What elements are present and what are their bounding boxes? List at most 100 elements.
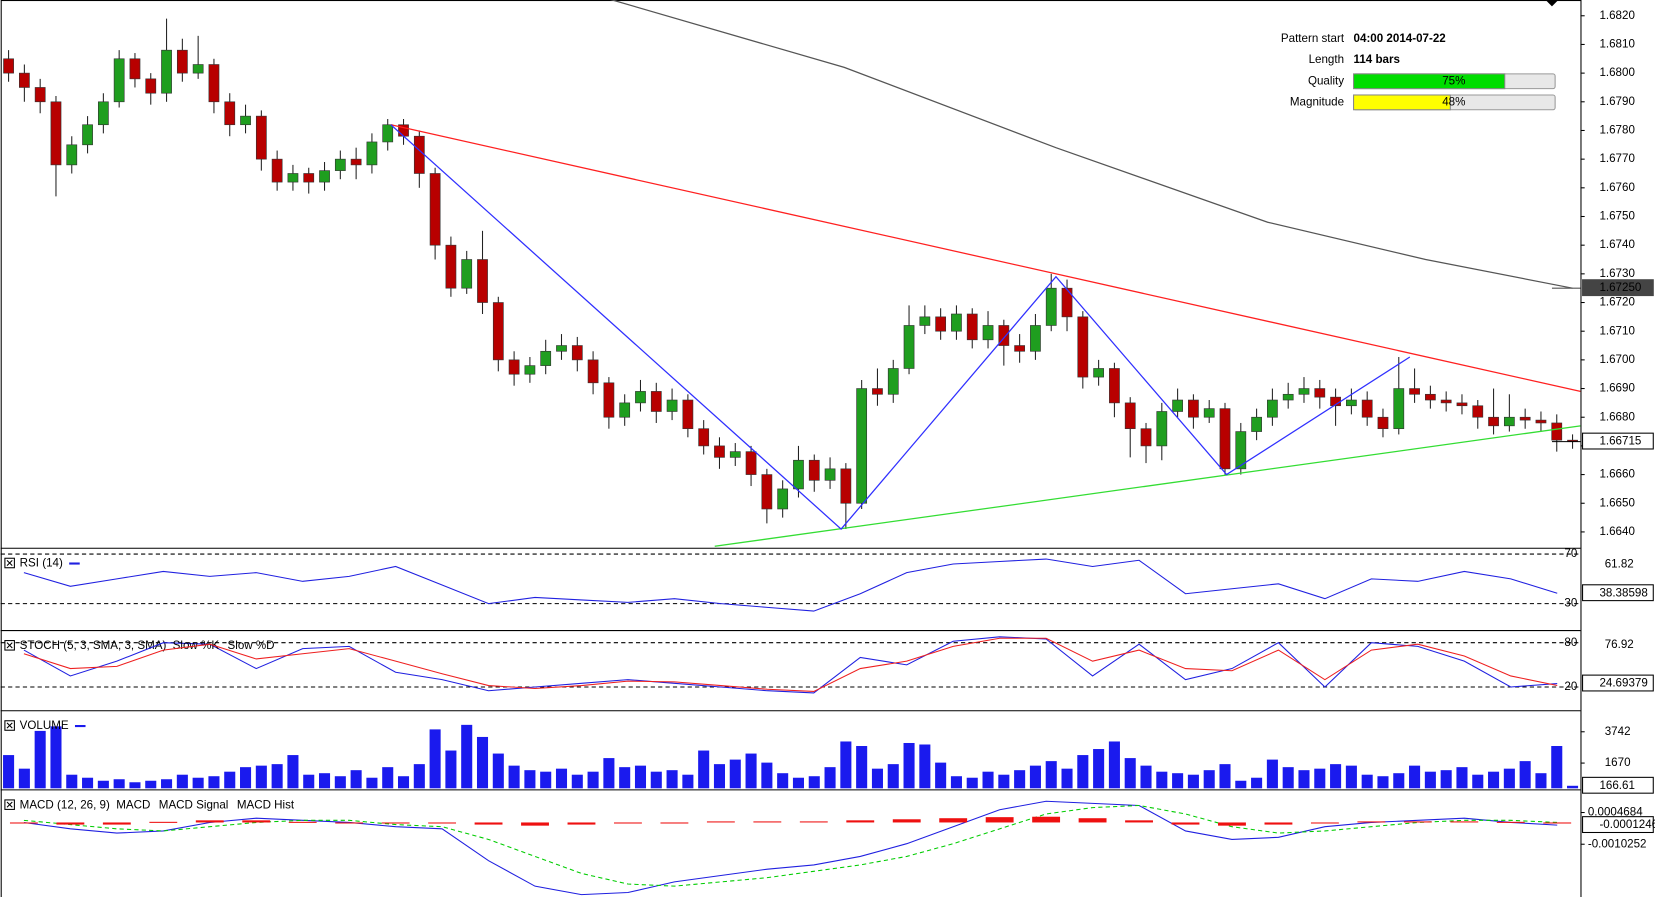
legend-entry: MACD Signal (159, 798, 229, 811)
y-tick-label: 61.82 (1605, 557, 1634, 570)
volume-bar (998, 774, 1010, 789)
volume-bar (1456, 767, 1468, 789)
candle-body (19, 72, 30, 88)
volume-bar (887, 764, 899, 789)
volume-bar (903, 742, 915, 789)
candle-body (587, 359, 599, 384)
value-box (1582, 584, 1654, 602)
value-box (1582, 432, 1654, 450)
volume-bar (1503, 768, 1515, 789)
volume-bar (1045, 761, 1057, 789)
volume-bar (350, 770, 362, 789)
candle-body (1472, 405, 1484, 418)
y-tick-label: 70 (1564, 547, 1577, 560)
y-tick-label: 1.6810 (1599, 38, 1634, 51)
y-tick-label: 1.6720 (1599, 296, 1634, 309)
hist-bar (892, 819, 921, 823)
hist-bar (1543, 822, 1572, 824)
hist-bar (985, 817, 1014, 823)
candle-body (1377, 416, 1389, 430)
volume-bar (540, 771, 552, 789)
candle-body (919, 316, 931, 326)
menu-arrow[interactable] (1545, 0, 1559, 7)
pattern-line (390, 124, 1581, 393)
legend-entry: MACD (116, 798, 150, 811)
volume-bar (1567, 785, 1579, 789)
macd-line (23, 800, 1558, 896)
y-tick-label: 1.6760 (1599, 181, 1634, 194)
hist-bar (1403, 821, 1432, 823)
volume-bar (1298, 770, 1310, 789)
volume-bar (1187, 774, 1199, 789)
candle-body (508, 359, 520, 375)
candle-body (1219, 408, 1231, 470)
candle-body (1124, 402, 1136, 430)
candle-body (129, 58, 141, 80)
y-tick-label: 3742 (1605, 725, 1631, 738)
panel-toggle-cross (6, 801, 13, 808)
value-label: 38.38598 (1599, 586, 1647, 599)
candle-body (635, 391, 646, 404)
y-tick-label: 1.6780 (1599, 124, 1634, 137)
hist-bar (335, 822, 364, 824)
volume-bar (919, 744, 931, 789)
candle-body (1140, 428, 1152, 447)
volume-bar (113, 779, 125, 789)
volume-bar (1551, 746, 1563, 789)
hist-bar (149, 821, 178, 823)
volume-bar (429, 729, 441, 789)
info-bar (1353, 94, 1451, 111)
volume-bar (1061, 768, 1073, 789)
hist-bar (381, 822, 410, 824)
hist-bar (846, 820, 875, 823)
volume-bar (461, 724, 473, 789)
volume-bar (366, 777, 378, 789)
candle-body (1109, 368, 1120, 404)
candle-body (1519, 416, 1531, 421)
candle-body (97, 101, 109, 126)
y-tick-label: 1.6790 (1599, 95, 1634, 108)
volume-bar (192, 777, 204, 789)
hist-bar (521, 822, 549, 826)
candle-body (3, 58, 14, 74)
candle-body (777, 488, 789, 510)
panel-toggle-cross (6, 642, 13, 649)
y-tick-label: 0.0004684 (1588, 806, 1643, 819)
y-tick-label: 1.6680 (1599, 410, 1634, 423)
volume-bar (145, 780, 157, 789)
info-label: Quality (1308, 74, 1344, 87)
hist-bar (56, 822, 85, 825)
hist-bar (1218, 822, 1246, 826)
candle-body (872, 388, 883, 395)
volume-bar (129, 782, 141, 789)
volume-bar (1156, 771, 1168, 789)
candle-body (34, 87, 46, 103)
value-box (1582, 776, 1654, 794)
candle-body (540, 350, 552, 366)
volume-bar (492, 753, 504, 789)
legend-entry: MACD Hist (237, 798, 295, 811)
plot-frame (0, 0, 1582, 897)
hist-bar (1171, 822, 1200, 825)
volume-bar (508, 765, 520, 789)
panel-separators (0, 547, 1581, 791)
candle-body (287, 173, 299, 183)
panel-title: STOCH (5, 3, SMA, 3, SMA) (20, 639, 167, 652)
candle-body (1425, 393, 1436, 401)
volume-bar (1219, 764, 1231, 789)
candle-body (50, 101, 62, 166)
candle-body (1440, 399, 1452, 404)
value-box (1582, 816, 1654, 834)
candle-body (793, 459, 804, 490)
candle-body (1409, 388, 1420, 395)
info-label: Pattern start (1281, 32, 1345, 45)
candle-body (271, 158, 283, 183)
candle-body (682, 399, 694, 430)
candle-body (461, 259, 473, 289)
candle-body (82, 124, 93, 146)
y-tick-label: 1.6650 (1599, 496, 1634, 509)
candle-body (1093, 368, 1104, 378)
hist-bar (1496, 821, 1525, 823)
volume-bar (650, 771, 662, 789)
candle-body (477, 259, 488, 303)
